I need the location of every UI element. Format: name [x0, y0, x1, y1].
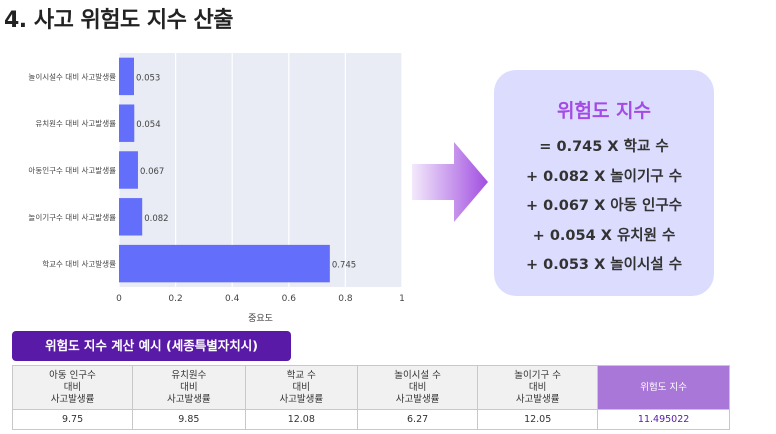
bar-value-label: 0.054 — [136, 120, 160, 130]
table-row: 9.75 9.85 12.08 6.27 12.05 11.495022 — [11, 409, 730, 430]
table-cell: 12.05 — [477, 409, 599, 430]
bar-value-label: 0.067 — [140, 167, 164, 177]
y-category-label: 유치원수 대비 사고발생률 — [35, 118, 116, 128]
bar-value-label: 0.745 — [332, 261, 356, 271]
bar — [119, 104, 135, 142]
importance-chart: 0 0.2 0.4 0.6 0.8 1 놀이시설수 대비 사고발생률 0.053 유치원수 대비… — [0, 44, 410, 330]
x-tick-label: 0.2 — [168, 294, 182, 304]
x-axis-label: 중요도 — [248, 313, 273, 324]
bar — [119, 198, 143, 236]
table-header: 학교 수 대비 사고발생률 — [244, 365, 359, 410]
formula-title: 위험도 지수 — [556, 100, 651, 122]
table-header: 유치원수 대비 사고발생률 — [132, 365, 246, 410]
x-tick-label: 0.4 — [225, 294, 240, 304]
table-header: 놀이시설 수 대비 사고발생률 — [357, 365, 479, 410]
bar — [119, 57, 134, 96]
bar — [119, 151, 138, 189]
x-tick-label: 0.8 — [338, 294, 353, 304]
formula-line: + 0.067 X 아동 인구수 — [525, 198, 683, 214]
y-category-label: 놀이시설수 대비 사고발생률 — [28, 71, 116, 81]
formula-line: + 0.053 X 놀이시설 수 — [525, 257, 683, 273]
table-header: 놀이기구 수 대비 사고발생률 — [477, 365, 599, 410]
x-tick-label: 1 — [399, 294, 405, 304]
x-tick-label: 0 — [116, 294, 122, 304]
table-header-result: 위험도 지수 — [597, 365, 730, 410]
bar — [119, 244, 330, 283]
bar-value-label: 0.053 — [136, 73, 160, 83]
formula-line: = 0.745 X 학교 수 — [539, 139, 669, 155]
page-title: 4. 사고 위험도 지수 산출 — [4, 8, 233, 33]
x-tick-label: 0.6 — [282, 294, 297, 304]
table-cell: 9.85 — [132, 409, 246, 430]
y-category-label: 아동인구수 대비 사고발생률 — [28, 165, 116, 175]
arrow-right-icon — [412, 142, 488, 222]
formula-line: + 0.054 X 유치원 수 — [532, 227, 676, 244]
y-category-label: 놀이기구수 대비 사고발생률 — [28, 212, 116, 222]
table-cell: 9.75 — [11, 409, 134, 430]
example-table: 아동 인구수 대비 사고발생률 유치원수 대비 사고발생률 학교 수 대비 사고… — [11, 365, 730, 430]
table-cell: 12.08 — [244, 409, 359, 430]
bar-value-label: 0.082 — [144, 214, 168, 224]
y-category-label: 학교수 대비 사고발생률 — [42, 259, 116, 269]
table-header-row: 아동 인구수 대비 사고발생률 유치원수 대비 사고발생률 학교 수 대비 사고… — [11, 365, 730, 410]
formula-box: 위험도 지수 = 0.745 X 학교 수 + 0.082 X 놀이기구 수 +… — [494, 70, 714, 296]
formula-lines: = 0.745 X 학교 수 + 0.082 X 놀이기구 수 + 0.067 … — [526, 133, 682, 281]
table-header: 아동 인구수 대비 사고발생률 — [11, 365, 134, 410]
formula-line: + 0.082 X 놀이기구 수 — [525, 168, 683, 185]
importance-chart-svg: 0 0.2 0.4 0.6 0.8 1 놀이시설수 대비 사고발생률 0.053 유치원수 대비… — [28, 53, 405, 324]
table-cell-result: 11.495022 — [597, 409, 730, 430]
table-cell: 6.27 — [357, 409, 479, 430]
example-label: 위험도 지수 계산 예시 (세종특별자치시) — [12, 331, 291, 361]
